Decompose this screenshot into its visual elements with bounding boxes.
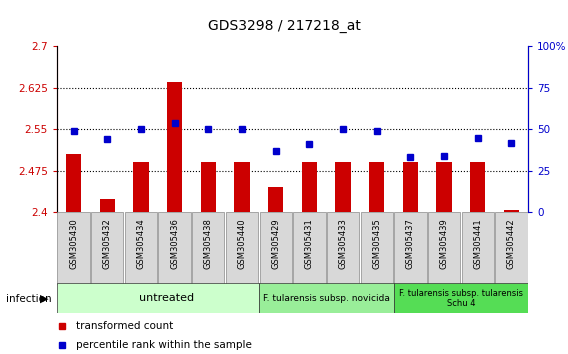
Text: GSM305440: GSM305440 xyxy=(237,218,247,269)
Bar xyxy=(394,283,528,313)
Bar xyxy=(268,188,283,212)
Bar xyxy=(158,212,191,285)
Text: GSM305429: GSM305429 xyxy=(271,218,280,269)
Bar xyxy=(66,154,81,212)
Text: F. tularensis subsp. tularensis
Schu 4: F. tularensis subsp. tularensis Schu 4 xyxy=(399,289,523,308)
Text: GSM305430: GSM305430 xyxy=(69,218,78,269)
Text: GSM305442: GSM305442 xyxy=(507,218,516,269)
Bar xyxy=(167,82,182,212)
Bar xyxy=(57,283,259,313)
Text: F. tularensis subsp. novicida: F. tularensis subsp. novicida xyxy=(263,294,390,303)
Text: GSM305433: GSM305433 xyxy=(339,218,348,269)
Bar xyxy=(394,212,427,285)
Text: GSM305439: GSM305439 xyxy=(440,218,449,269)
Text: GSM305431: GSM305431 xyxy=(305,218,314,269)
Text: GSM305435: GSM305435 xyxy=(372,218,381,269)
Bar xyxy=(369,162,385,212)
Text: GSM305437: GSM305437 xyxy=(406,218,415,269)
Text: percentile rank within the sample: percentile rank within the sample xyxy=(76,341,252,350)
Bar xyxy=(57,212,90,285)
Bar xyxy=(260,212,292,285)
Bar xyxy=(259,283,394,313)
Bar xyxy=(235,162,249,212)
Text: ▶: ▶ xyxy=(40,294,48,304)
Bar xyxy=(428,212,460,285)
Bar xyxy=(192,212,224,285)
Bar xyxy=(201,162,216,212)
Bar xyxy=(91,212,123,285)
Bar xyxy=(125,212,157,285)
Bar xyxy=(403,162,418,212)
Text: transformed count: transformed count xyxy=(76,321,173,331)
Bar xyxy=(504,210,519,212)
Bar xyxy=(226,212,258,285)
Bar xyxy=(327,212,359,285)
Text: GDS3298 / 217218_at: GDS3298 / 217218_at xyxy=(207,19,361,34)
Text: GSM305441: GSM305441 xyxy=(473,218,482,269)
Bar xyxy=(293,212,325,285)
Text: untreated: untreated xyxy=(139,293,194,303)
Bar xyxy=(495,212,528,285)
Bar xyxy=(100,199,115,212)
Text: GSM305434: GSM305434 xyxy=(136,218,145,269)
Text: GSM305432: GSM305432 xyxy=(103,218,112,269)
Bar xyxy=(462,212,494,285)
Text: infection: infection xyxy=(6,294,51,304)
Bar xyxy=(361,212,393,285)
Bar xyxy=(133,162,149,212)
Text: GSM305436: GSM305436 xyxy=(170,218,179,269)
Bar xyxy=(302,162,317,212)
Bar xyxy=(470,162,485,212)
Bar xyxy=(436,162,452,212)
Text: GSM305438: GSM305438 xyxy=(204,218,213,269)
Bar xyxy=(336,162,350,212)
